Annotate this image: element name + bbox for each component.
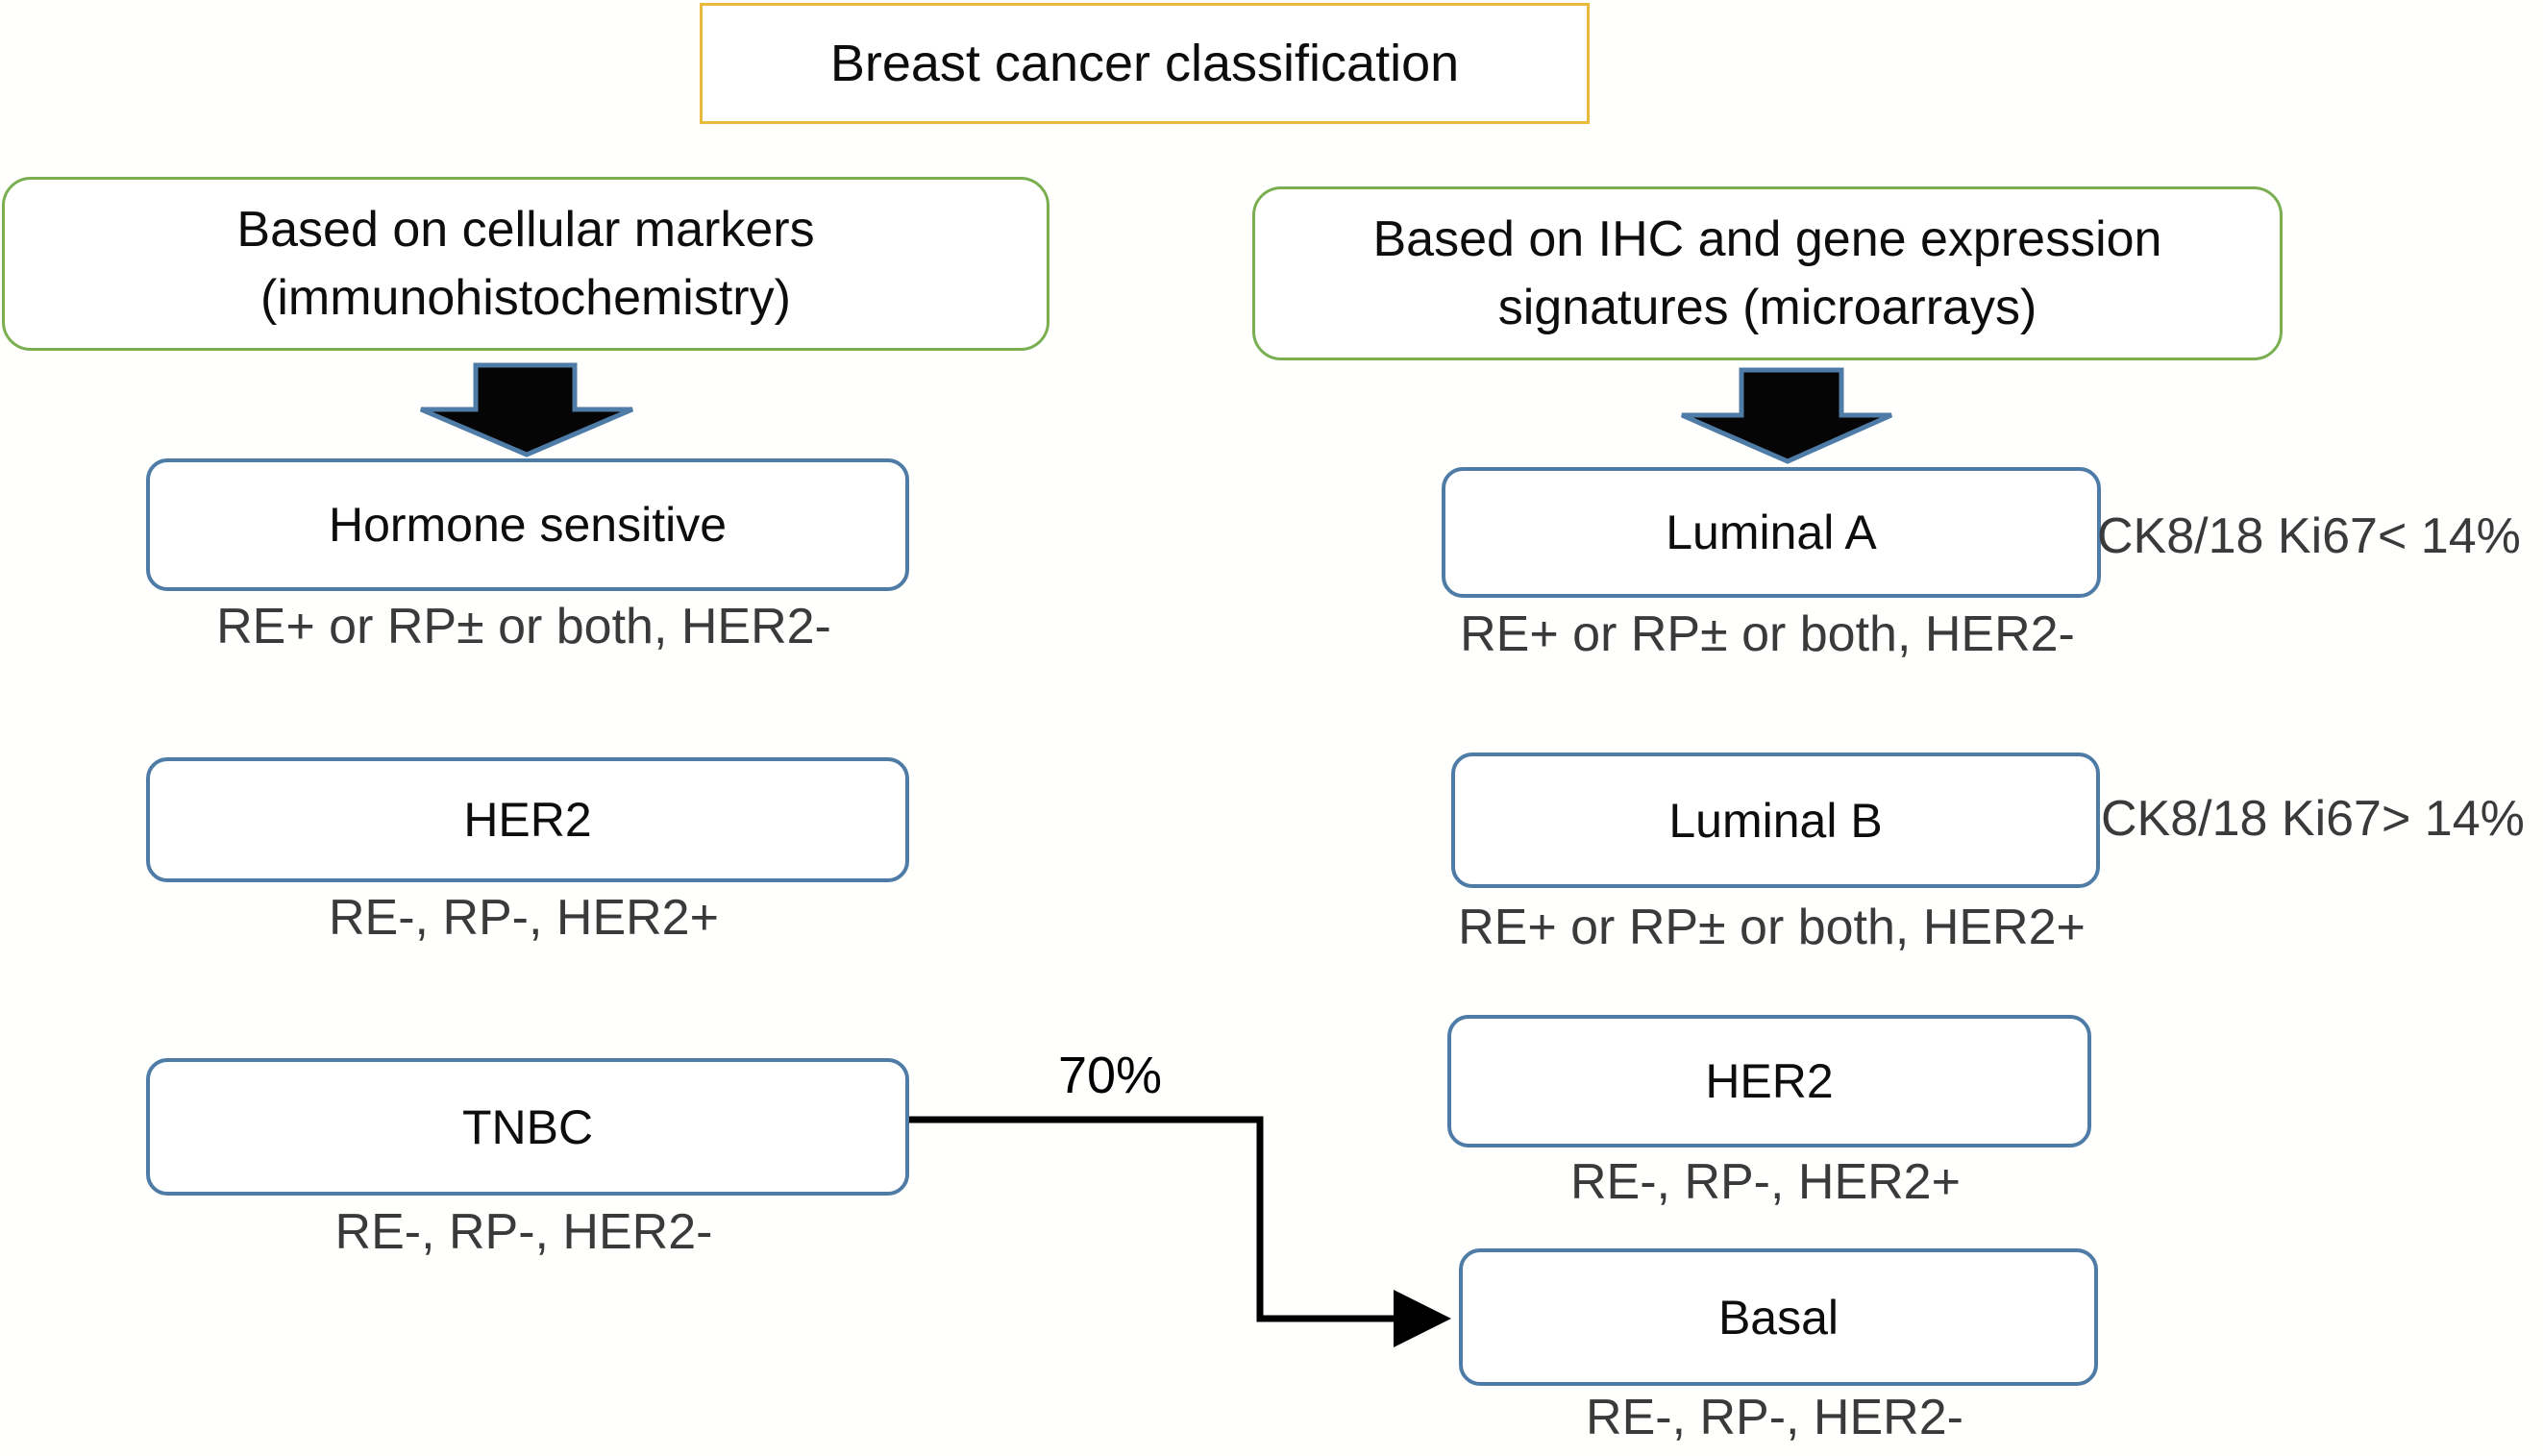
- right-header-line1: Based on IHC and gene expression: [1372, 210, 2162, 267]
- node-her2-ihc: HER2: [146, 757, 909, 882]
- node-her2-molecular: HER2: [1447, 1015, 2091, 1148]
- down-arrow-left-icon: [420, 362, 633, 457]
- connector-percentage-label: 70%: [1057, 1047, 1163, 1104]
- annotation-luminal-b-ki67: CK8/18 Ki67> 14%: [2101, 791, 2525, 847]
- node-hormone-sensitive: Hormone sensitive: [146, 458, 909, 591]
- connector-arrowhead-icon: [1394, 1290, 1451, 1347]
- node-her2-ihc-label: HER2: [463, 793, 592, 847]
- node-basal: Basal: [1459, 1248, 2098, 1386]
- criteria-her2-molecular: RE-, RP-, HER2+: [1570, 1154, 1961, 1210]
- node-luminal-a: Luminal A: [1442, 467, 2101, 598]
- node-luminal-a-label: Luminal A: [1666, 506, 1877, 559]
- node-luminal-b: Luminal B: [1451, 753, 2100, 888]
- node-luminal-b-label: Luminal B: [1668, 793, 1883, 848]
- down-arrow-right-icon: [1681, 367, 1893, 464]
- node-tnbc: TNBC: [146, 1058, 909, 1196]
- right-classification-header: Based on IHC and gene expression signatu…: [1252, 186, 2283, 360]
- left-classification-header: Based on cellular markers (immunohistoch…: [2, 177, 1049, 351]
- criteria-tnbc: RE-, RP-, HER2-: [334, 1204, 713, 1260]
- node-her2-molecular-label: HER2: [1705, 1054, 1834, 1108]
- page-title-box: Breast cancer classification: [700, 3, 1590, 124]
- left-header-line1: Based on cellular markers: [236, 201, 815, 258]
- page-title: Breast cancer classification: [829, 35, 1460, 92]
- tnbc-basal-connector: [901, 1116, 1395, 1322]
- left-header-line2: (immunohistochemistry): [260, 269, 791, 326]
- node-tnbc-label: TNBC: [461, 1099, 594, 1154]
- criteria-her2-ihc: RE-, RP-, HER2+: [329, 890, 719, 946]
- annotation-luminal-a-ki67: CK8/18 Ki67< 14%: [2097, 508, 2521, 564]
- node-basal-label: Basal: [1717, 1290, 1839, 1345]
- node-hormone-sensitive-label: Hormone sensitive: [328, 498, 728, 552]
- criteria-luminal-a: RE+ or RP± or both, HER2-: [1460, 606, 2075, 662]
- right-header-line2: signatures (microarrays): [1497, 279, 2037, 335]
- criteria-hormone-sensitive: RE+ or RP± or both, HER2-: [216, 599, 831, 654]
- criteria-luminal-b: RE+ or RP± or both, HER2+: [1458, 900, 2086, 955]
- criteria-basal: RE-, RP-, HER2-: [1586, 1390, 1963, 1445]
